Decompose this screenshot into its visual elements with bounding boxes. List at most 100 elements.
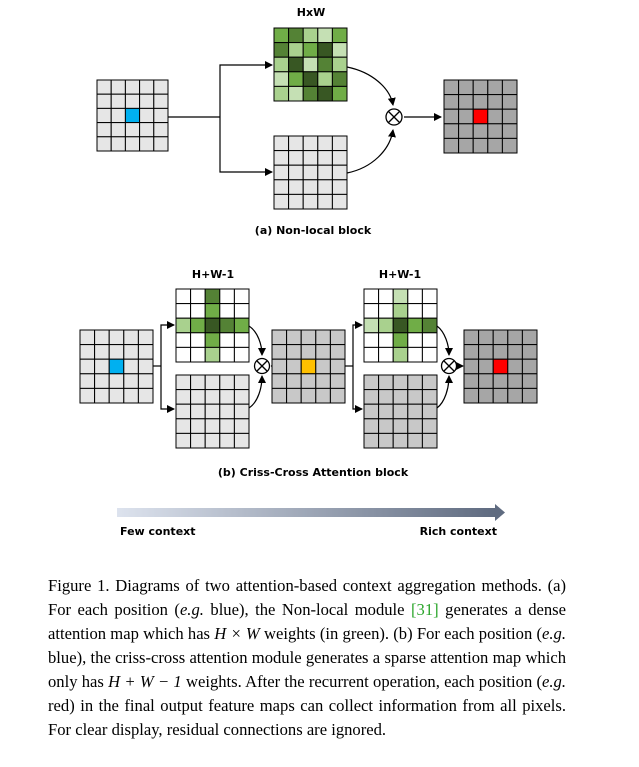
grid-a-input-cell (110, 136, 126, 152)
grid-b-value-2-cell (421, 418, 438, 434)
grid-a-output-cell (458, 94, 474, 110)
caption-text-6: weights. After the recurrent operation, … (181, 672, 543, 691)
grid-b-input-cell (79, 358, 96, 375)
grid-a-output-cell (501, 108, 518, 125)
grid-a-attention-cell (331, 27, 348, 44)
grid-a-input-cell (153, 107, 169, 124)
grid-b-value-2-cell (363, 432, 380, 449)
multiply-node-b2 (440, 357, 458, 375)
caption-text-7: red) in the final output feature maps ca… (48, 696, 566, 739)
grid-b-value-1-cell (190, 374, 206, 391)
grid-a-value-cell (317, 135, 333, 152)
grid-a-attention-cell (273, 42, 290, 58)
grid-b-input-cell (108, 344, 125, 360)
grid-b-value-1-cell (204, 418, 221, 434)
grid-a-output-cell (487, 137, 503, 154)
grid-a-input-cell (139, 93, 155, 109)
grid-b-value-1 (175, 374, 250, 449)
grid-b-value-1-cell (233, 418, 250, 434)
grid-a-output-cell (443, 94, 460, 110)
grid-b-value-2-cell (421, 374, 438, 391)
grid-b-intermediate-cell (329, 373, 346, 389)
grid-a-attention-cell (288, 56, 304, 73)
grid-b-output-cell (521, 358, 538, 375)
grid-b-output-cell (492, 329, 509, 346)
grid-a-value-cell (288, 164, 304, 181)
figure-caption: Figure 1. Diagrams of two attention-base… (48, 574, 566, 742)
grid-b-attention-1-cell (219, 303, 235, 319)
grid-b-value-2-cell (378, 403, 394, 420)
grid-a-input-cell (139, 122, 155, 138)
grid-b-value-2-cell (378, 418, 394, 434)
figure-label: Figure 1. (48, 576, 110, 595)
grid-b-value-2-cell (392, 389, 409, 405)
grid-b-value-2-cell (363, 418, 380, 434)
grid-b-attention-1-cell (204, 332, 221, 348)
grid-b-attention-1-cell (233, 303, 250, 319)
grid-b-output-cell (463, 373, 480, 389)
grid-b-intermediate-cell (300, 344, 317, 360)
grid-b-value-1-cell (219, 389, 235, 405)
grid-b-value-1-cell (204, 374, 221, 391)
grid-b-output-cell (492, 387, 509, 404)
grid-b-value-2 (363, 374, 438, 449)
grid-b-attention-2-cell (421, 346, 438, 363)
caption-b: (b) Criss-Cross Attention block (218, 466, 409, 479)
grid-b-attention-1-cell (175, 317, 192, 334)
citation-link[interactable]: [31] (411, 600, 439, 619)
grid-a-attention-cell (288, 85, 304, 102)
grid-a-value-cell (288, 179, 304, 195)
grid-b-intermediate-cell (315, 329, 331, 346)
grid-b-value-1-cell (175, 432, 192, 449)
grid-a-value-cell (288, 193, 304, 210)
grid-a-input-cell (110, 79, 126, 95)
grid-a-input-cell (110, 122, 126, 138)
grid-b-value-2-cell (407, 432, 423, 449)
grid-a-value-cell (302, 193, 319, 210)
grid-b-attention-1-cell (190, 303, 206, 319)
grid-a-attention-cell (273, 27, 290, 44)
grid-b-output-cell (507, 373, 523, 389)
grid-a-value-cell (273, 164, 290, 181)
caption-a: (a) Non-local block (255, 224, 372, 237)
grid-b-intermediate-cell (271, 387, 288, 404)
grid-b-attention-2-cell (421, 303, 438, 319)
grid-a-attention-cell (302, 56, 319, 73)
grid-a-output-cell (458, 123, 474, 139)
grid-b-value-2-cell (421, 432, 438, 449)
grid-b-value-1-cell (190, 403, 206, 420)
grid-a-attention-cell (273, 71, 290, 87)
grid-a-attention-cell (302, 42, 319, 58)
grid-b-attention-2-cell (363, 288, 380, 305)
grid-b-value-1-cell (175, 389, 192, 405)
grid-a-attention-cell (317, 85, 333, 102)
grid-b-attention-map-1 (175, 288, 250, 363)
grid-b-value-1-cell (219, 374, 235, 391)
grid-b-attention-2-cell (363, 303, 380, 319)
caption-eg-2: e.g. (542, 624, 566, 643)
grid-b-attention-1-cell (233, 288, 250, 305)
grid-b-intermediate-cell (329, 387, 346, 404)
grid-a-value-cell (331, 193, 348, 210)
grid-a-output (443, 79, 518, 154)
grid-b-value-2-cell (363, 389, 380, 405)
grid-b-intermediate-cell (300, 329, 317, 346)
grid-b-value-2-cell (392, 403, 409, 420)
grid-b-value-1-cell (175, 374, 192, 391)
grid-a-attention-cell (331, 42, 348, 58)
grid-b-input-cell (108, 358, 125, 375)
grid-b-intermediate-cell (271, 329, 288, 346)
grid-b-value-2-cell (407, 418, 423, 434)
context-arrow (117, 504, 505, 521)
grid-b-intermediate-cell (286, 344, 302, 360)
grid-a-output-cell (472, 137, 489, 154)
grid-b-value-2-cell (378, 389, 394, 405)
grid-a-input-cell (139, 107, 155, 124)
grid-b-attention-2-cell (378, 303, 394, 319)
grid-a-input-cell (139, 79, 155, 95)
grid-a-output-cell (472, 94, 489, 110)
grid-a-output-cell (472, 108, 489, 125)
grid-b-input-cell (123, 344, 139, 360)
grid-a-value-cell (331, 164, 348, 181)
grid-b-output-cell (478, 373, 494, 389)
